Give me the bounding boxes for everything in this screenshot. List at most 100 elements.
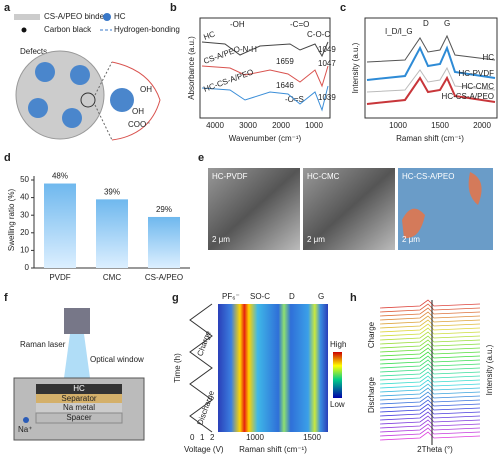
pattern-line [379, 307, 481, 317]
legend-text: Carbon black [44, 25, 92, 34]
chain [111, 61, 161, 141]
layer [35, 412, 123, 424]
peak-label: C-O-C [307, 30, 330, 39]
legend-swatch [21, 27, 27, 33]
x-tick-label: 2000 [473, 121, 491, 130]
trace [201, 85, 329, 112]
x-axis-label: Raman shift (cm⁻¹) [239, 445, 307, 454]
x-axis-label: Wavenumber (cm⁻¹) [229, 134, 302, 143]
pattern-line [379, 351, 481, 361]
trace [366, 66, 496, 93]
annotation: I_D/I_G [385, 27, 413, 36]
panel-g: g PF₆⁻ SO-C D G High Low Time (h) Charge… [172, 292, 346, 454]
value-label: 39% [104, 187, 120, 196]
pattern-line [379, 375, 481, 385]
part-label: Na metal [63, 403, 95, 412]
particle [70, 65, 90, 85]
bar [148, 216, 180, 268]
trace-label: HC-PVDF [458, 69, 494, 78]
laser [64, 308, 90, 334]
pattern-line [379, 403, 481, 413]
panel-d: d Swelling ratio (%) 0 10 20 30 40 50 48% PVDF 3… [4, 152, 190, 282]
pattern-line [379, 387, 481, 397]
peak-number: 1659 [276, 57, 294, 66]
x-tick-label: 2000 [272, 121, 290, 130]
bar [96, 199, 128, 268]
pattern-line [379, 431, 481, 441]
pattern-line [379, 299, 481, 309]
part-label: Spacer [66, 413, 92, 422]
pattern-line [379, 331, 481, 341]
x-tick-label: CS-A/PEO [145, 273, 183, 282]
voltage-curve [189, 303, 213, 433]
layer [36, 384, 122, 394]
y-axis-label: Time (h) [173, 353, 182, 383]
trace [366, 75, 496, 105]
trace-label: HC [482, 53, 494, 62]
x-tick-label: 4000 [206, 121, 224, 130]
bar [44, 183, 76, 268]
peak-number: 1049 [318, 45, 336, 54]
particle [110, 88, 134, 112]
tick-label: 2 [210, 433, 215, 442]
y-axis-label: Intensity (a.u.) [351, 42, 360, 93]
y-tick-label: 50 [20, 175, 29, 184]
axes [364, 17, 498, 119]
particle [62, 108, 82, 128]
step-label: Discharge [195, 389, 216, 426]
y-tick-label: 0 [25, 263, 30, 272]
image-label: HC-CMC [307, 172, 340, 181]
x-tick-label: 1500 [303, 433, 321, 442]
pattern-line [379, 303, 481, 313]
part-label: Raman laser [20, 340, 66, 349]
tick-label: 1 [200, 433, 205, 442]
group: OH [140, 85, 152, 94]
panel-f: f Raman laser Optical window HC Separato… [4, 292, 145, 441]
layer [36, 403, 122, 413]
x-axis-label: Voltage (V) [184, 445, 224, 454]
band-label: D [289, 292, 295, 301]
pattern-line [379, 391, 481, 401]
colorbar-label: Low [330, 400, 345, 409]
ion-label: Na⁺ [18, 425, 32, 434]
layer [36, 394, 122, 403]
trace-label: HC-CS-A/PEO [442, 92, 494, 101]
pattern-line [379, 363, 481, 373]
pattern-line [379, 323, 481, 333]
image-label: HC-PVDF [212, 172, 248, 181]
panel-label: a [4, 2, 11, 14]
sem-image [208, 168, 300, 250]
zoom [80, 92, 96, 108]
sem-image [303, 168, 395, 250]
panel-e: e HC-PVDF HC-CMC HC-CS-A/PEO 2 μm 2 μm 2… [198, 152, 493, 250]
y-tick-label: 10 [20, 246, 29, 255]
pattern-line [379, 315, 481, 325]
panel-label: c [340, 2, 346, 14]
group: COO⁻ [128, 120, 150, 129]
pattern-line [379, 383, 481, 393]
panel-label: g [172, 292, 179, 304]
x-axis-label: Raman shift (cm⁻¹) [396, 134, 464, 143]
pattern-line [379, 355, 481, 365]
tick-label: 0 [190, 433, 195, 442]
y-axis-label: Swelling ratio (%) [7, 189, 16, 252]
legend-swatch [14, 14, 40, 20]
pattern-line [379, 339, 481, 349]
image-label: HC-CS-A/PEO [402, 172, 454, 181]
value-label: 48% [52, 172, 68, 181]
panel-h: h Charge Discharge Intensity (a.u.) 2The… [350, 292, 494, 454]
x-tick-label: 1500 [431, 121, 449, 130]
panel-label: d [4, 152, 11, 164]
part-label: Separator [61, 394, 96, 403]
part-label: HC [73, 384, 85, 393]
x-tick-label: 1000 [305, 121, 323, 130]
legend-text: Hydrogen-bonding [114, 25, 180, 34]
pattern-line [379, 347, 481, 357]
annotation: Defects [20, 47, 47, 56]
legend-text: CS-A/PEO binder [44, 12, 107, 21]
pattern-line [379, 379, 481, 389]
particle [35, 62, 55, 82]
peak-label: -N-H [240, 45, 257, 54]
panel-label: b [170, 2, 177, 14]
colorbar-label: High [330, 340, 346, 349]
